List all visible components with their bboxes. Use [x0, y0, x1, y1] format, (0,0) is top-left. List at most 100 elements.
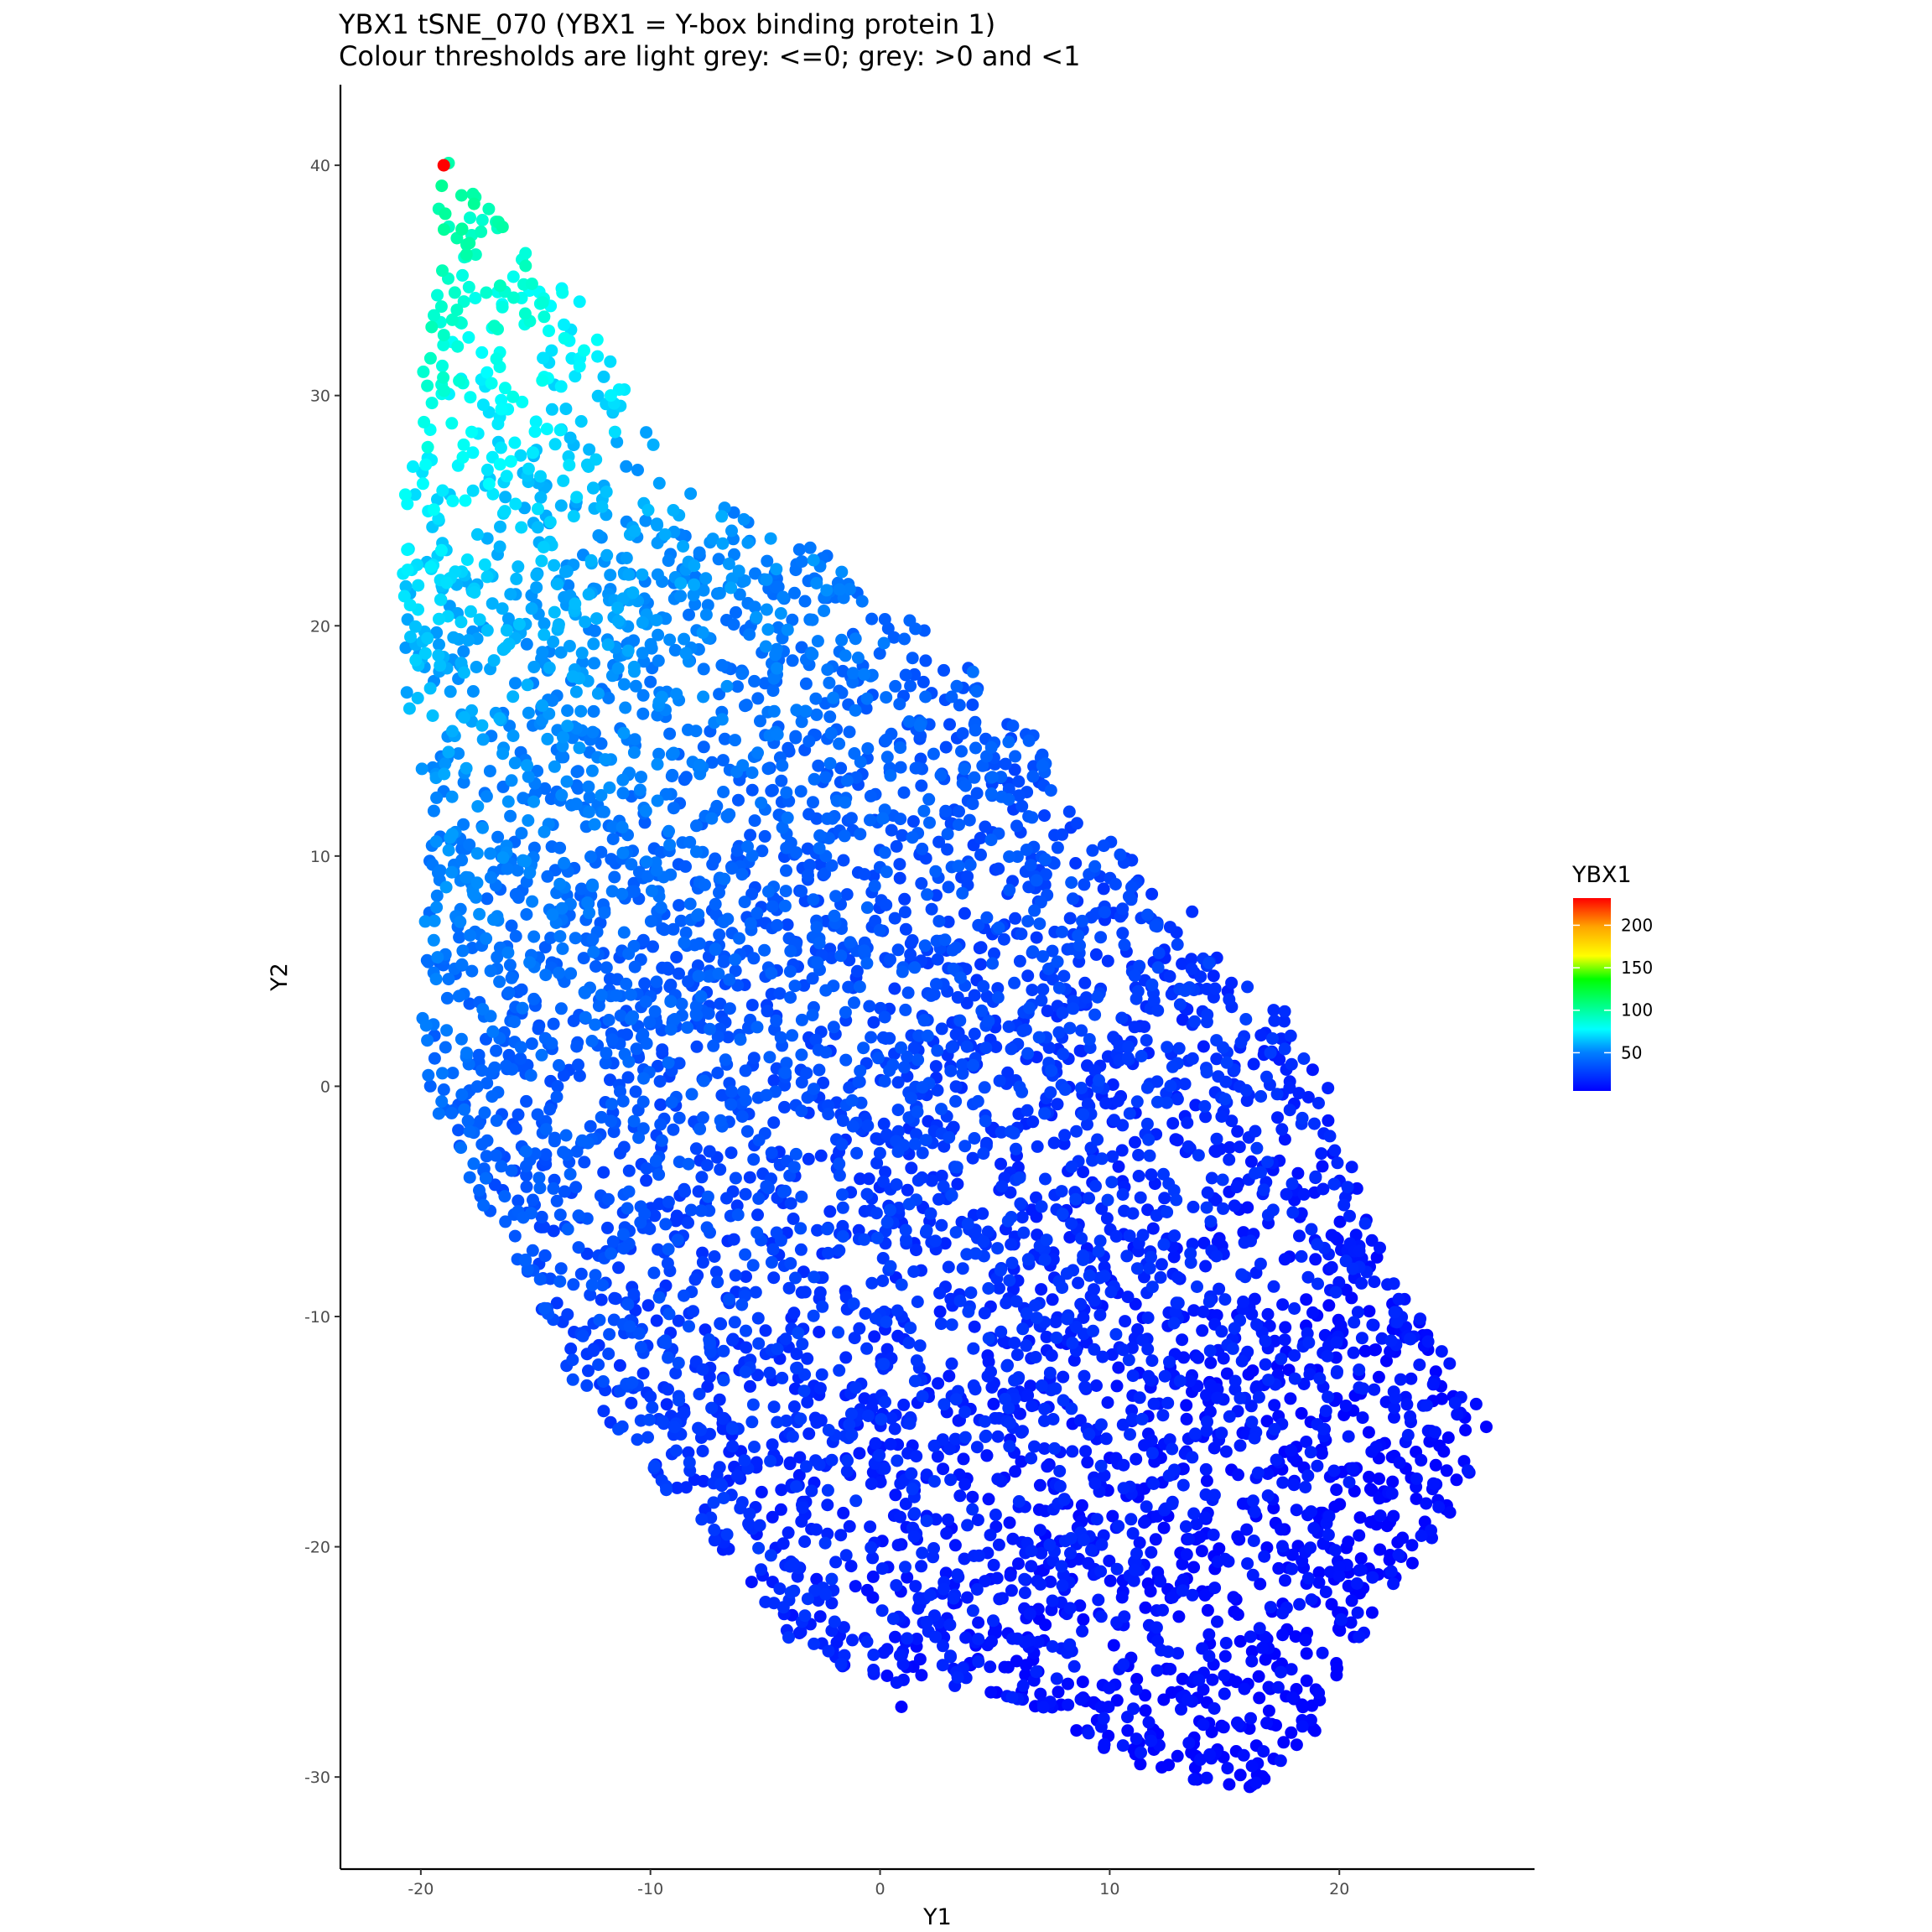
data-point: [808, 772, 821, 786]
data-point: [875, 1562, 889, 1576]
data-point: [775, 1483, 788, 1497]
data-point: [1132, 1170, 1145, 1182]
data-point: [553, 930, 567, 943]
data-point: [1025, 1545, 1038, 1558]
data-point: [606, 1235, 620, 1249]
data-point: [1098, 1469, 1111, 1483]
data-point: [915, 1669, 928, 1682]
data-point: [592, 1358, 605, 1371]
data-point: [975, 1004, 989, 1017]
data-point: [699, 608, 713, 621]
data-point: [1146, 1222, 1160, 1235]
data-point: [765, 967, 778, 980]
data-point: [705, 812, 719, 825]
data-point: [1322, 1114, 1335, 1127]
data-point: [574, 1267, 588, 1280]
data-point: [1000, 1359, 1014, 1373]
data-point: [952, 860, 965, 873]
data-point: [1025, 1452, 1038, 1465]
data-point: [920, 1224, 933, 1237]
data-point: [1197, 1236, 1211, 1249]
data-point: [490, 1044, 503, 1057]
data-point: [636, 615, 649, 629]
data-point: [667, 746, 680, 760]
data-point: [884, 953, 896, 966]
data-point: [1161, 1206, 1174, 1218]
data-point: [1193, 1530, 1207, 1544]
data-point: [765, 1255, 778, 1269]
data-point: [478, 1106, 491, 1119]
data-point: [877, 636, 891, 650]
data-point: [723, 1002, 736, 1015]
data-point: [724, 1146, 738, 1160]
data-point: [487, 654, 501, 667]
data-point: [1163, 1355, 1176, 1368]
data-point: [636, 568, 649, 581]
data-point: [1287, 1478, 1301, 1492]
data-point: [1039, 1172, 1052, 1186]
data-point: [1005, 1256, 1019, 1270]
data-point: [1133, 1536, 1146, 1550]
data-point: [1026, 984, 1039, 997]
data-point: [613, 1358, 626, 1372]
data-point: [848, 996, 860, 1010]
data-point: [1197, 1683, 1210, 1696]
data-point: [678, 1289, 690, 1302]
data-point: [504, 809, 517, 823]
data-point: [1208, 982, 1222, 995]
data-point: [1429, 1426, 1442, 1439]
data-point: [795, 885, 808, 898]
data-point: [1077, 1108, 1090, 1121]
data-point: [517, 792, 530, 805]
data-point: [1035, 1283, 1048, 1296]
data-point: [667, 802, 680, 815]
data-point: [470, 661, 483, 673]
data-point: [1051, 955, 1064, 969]
data-point: [877, 1175, 890, 1188]
data-point: [561, 1308, 574, 1322]
data-point: [673, 1111, 686, 1124]
data-point: [463, 1171, 476, 1184]
data-point: [778, 899, 792, 912]
data-point: [845, 1428, 859, 1441]
data-point: [855, 595, 869, 608]
data-point: [1341, 1181, 1354, 1194]
data-point: [589, 960, 602, 973]
data-point: [1172, 1610, 1186, 1623]
data-point: [538, 1301, 551, 1315]
data-point: [553, 1059, 565, 1072]
data-point: [640, 1036, 653, 1050]
data-point: [849, 1580, 862, 1593]
data-point: [1204, 1356, 1218, 1369]
data-point: [740, 1324, 752, 1337]
data-point: [586, 932, 600, 946]
data-point: [1126, 1527, 1140, 1540]
data-point: [1176, 1013, 1189, 1026]
data-point: [1035, 1546, 1048, 1560]
data-point: [1462, 1464, 1474, 1478]
data-point: [1187, 1507, 1201, 1520]
data-point: [953, 1014, 967, 1027]
data-point: [548, 558, 561, 572]
data-point: [877, 1646, 891, 1659]
data-point: [1172, 1041, 1186, 1055]
data-point: [1188, 1015, 1202, 1028]
data-point: [1392, 1548, 1405, 1561]
data-point: [667, 1123, 680, 1136]
data-point: [1261, 1467, 1275, 1480]
data-point: [1001, 1214, 1015, 1228]
data-point: [1065, 1217, 1078, 1230]
data-point: [924, 989, 937, 1002]
data-point: [821, 1498, 834, 1512]
data-point: [760, 603, 773, 616]
data-point: [795, 1076, 808, 1089]
data-point: [798, 1535, 812, 1548]
data-point: [1192, 1351, 1205, 1364]
data-point: [605, 1098, 618, 1111]
data-point: [560, 564, 574, 578]
data-point: [792, 1468, 806, 1482]
data-point: [1295, 1407, 1308, 1420]
data-point: [806, 647, 819, 661]
data-point: [1228, 1374, 1242, 1388]
data-point: [957, 1452, 970, 1466]
